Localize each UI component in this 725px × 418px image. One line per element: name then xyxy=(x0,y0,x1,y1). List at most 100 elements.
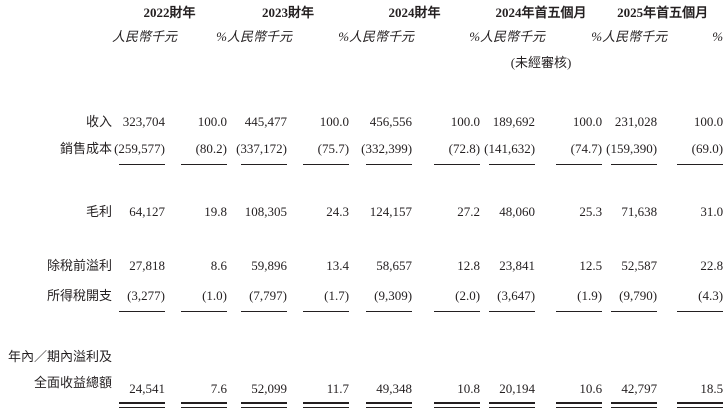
cell-text: 100.0 xyxy=(319,114,350,129)
value-cell: 58,657 xyxy=(349,219,412,273)
double-rule xyxy=(611,402,658,408)
empty-cell xyxy=(0,20,112,44)
financial-summary-table: 2022財年 2023財年 2024財年 2024年首五個月 2025年首五個月… xyxy=(0,5,724,408)
percent-cell: 18.5 xyxy=(657,312,724,408)
cell-text: 124,157 xyxy=(369,204,413,219)
single-rule xyxy=(303,311,350,312)
double-rule xyxy=(677,402,724,408)
unit-header: 人民幣千元 xyxy=(349,29,415,44)
percent-cell: 27.2 xyxy=(412,165,480,219)
period-header-2024: 2024財年 xyxy=(388,5,441,20)
cell-text: (72.8) xyxy=(448,141,481,156)
single-rule xyxy=(434,164,481,165)
percent-cell: (69.0) xyxy=(657,129,724,165)
cell-text: (1.0) xyxy=(202,288,228,303)
single-rule xyxy=(303,164,350,165)
percent-cell: (72.8) xyxy=(412,129,481,165)
cell-text: (69.0) xyxy=(691,141,724,156)
value-cell: 108,305 xyxy=(227,165,287,219)
single-rule xyxy=(677,164,724,165)
value-cell: (9,309) xyxy=(349,273,413,312)
double-rule xyxy=(241,402,288,408)
cell-text: 10.6 xyxy=(579,381,603,396)
percent-cell: (1.0) xyxy=(165,273,228,312)
pct-header: % xyxy=(216,29,228,44)
cell-text: (1.7) xyxy=(324,288,350,303)
pct-header: % xyxy=(338,29,350,44)
single-rule xyxy=(181,311,228,312)
percent-cell: (1.9) xyxy=(535,273,603,312)
single-rule xyxy=(677,311,724,312)
value-cell: 456,556 xyxy=(349,70,412,129)
cell-text: 71,638 xyxy=(621,204,658,219)
row-label: 收入 xyxy=(0,70,112,129)
cell-text: 7.6 xyxy=(210,381,228,396)
cell-text: 456,556 xyxy=(369,114,413,129)
percent-cell: 22.8 xyxy=(657,219,723,273)
note-header-row: (未經審核) xyxy=(0,44,723,70)
value-cell: (159,390) xyxy=(602,129,658,165)
percent-cell: 12.5 xyxy=(535,219,602,273)
row-label: 所得稅開支 xyxy=(0,273,112,312)
value-cell: 23,841 xyxy=(480,219,535,273)
value-cell: 27,818 xyxy=(112,219,165,273)
row-income-tax: 所得稅開支 (3,277) (1.0) (7,797) (1.7) (9,309) (2.0… xyxy=(0,273,724,312)
cell-text: 48,060 xyxy=(499,204,536,219)
single-rule xyxy=(119,164,165,165)
cell-text: (259,577) xyxy=(114,141,165,156)
period-header-2022: 2022財年 xyxy=(143,5,196,20)
cell-text: 24.3 xyxy=(326,204,350,219)
cell-text: 64,127 xyxy=(129,204,165,219)
cell-text: 22.8 xyxy=(700,258,724,273)
cell-text: 100.0 xyxy=(572,114,603,129)
cell-text: 11.7 xyxy=(326,381,350,396)
percent-cell: 7.6 xyxy=(165,312,228,408)
cell-text: (9,790) xyxy=(619,288,658,303)
unit-header: 人民幣千元 xyxy=(602,29,668,44)
value-cell: 52,587 xyxy=(602,219,657,273)
single-rule xyxy=(489,164,536,165)
double-rule xyxy=(556,402,603,408)
cell-text: (4.3) xyxy=(698,288,724,303)
table-body: 收入 323,704 100.0 445,477 100.0 456,556 100.0 18… xyxy=(0,70,724,408)
cell-text: 42,797 xyxy=(621,381,658,396)
value-cell: 323,704 xyxy=(112,70,165,129)
cell-text: 58,657 xyxy=(376,258,413,273)
note-cell xyxy=(349,44,480,70)
cell-text: 189,692 xyxy=(492,114,536,129)
row-label-line: 銷售成本 xyxy=(59,141,112,156)
period-header-2024-5m: 2024年首五個月 xyxy=(495,5,587,20)
period-header-2023: 2023財年 xyxy=(262,5,315,20)
pct-header: % xyxy=(712,29,724,44)
single-rule xyxy=(556,311,603,312)
value-cell: 64,127 xyxy=(112,165,165,219)
row-label-line: 全面收益總額 xyxy=(33,375,112,390)
single-rule xyxy=(556,164,603,165)
percent-cell: 8.6 xyxy=(165,219,227,273)
single-rule xyxy=(181,164,228,165)
percent-cell: (74.7) xyxy=(535,129,603,165)
cell-text: 27.2 xyxy=(457,204,481,219)
single-rule xyxy=(241,311,288,312)
row-label-line: 年內／期內溢利及 xyxy=(7,349,112,364)
value-cell: 189,692 xyxy=(480,70,535,129)
note-cell xyxy=(227,44,349,70)
note-cell xyxy=(602,44,723,70)
double-rule xyxy=(119,402,165,408)
pct-header: % xyxy=(591,29,603,44)
cell-text: 231,028 xyxy=(614,114,658,129)
percent-cell: 10.8 xyxy=(412,312,481,408)
unit-header: 人民幣千元 xyxy=(112,29,178,44)
cell-text: 18.5 xyxy=(700,381,724,396)
percent-cell: (80.2) xyxy=(165,129,228,165)
cell-text: (337,172) xyxy=(236,141,288,156)
unit-header: 人民幣千元 xyxy=(480,29,546,44)
pct-header: % xyxy=(469,29,481,44)
cell-text: 23,841 xyxy=(499,258,536,273)
cell-text: 52,099 xyxy=(251,381,288,396)
cell-text: 100.0 xyxy=(450,114,481,129)
cell-text: (2.0) xyxy=(455,288,481,303)
value-cell: 48,060 xyxy=(480,165,535,219)
cell-text: 59,896 xyxy=(251,258,288,273)
cell-text: (332,399) xyxy=(361,141,413,156)
